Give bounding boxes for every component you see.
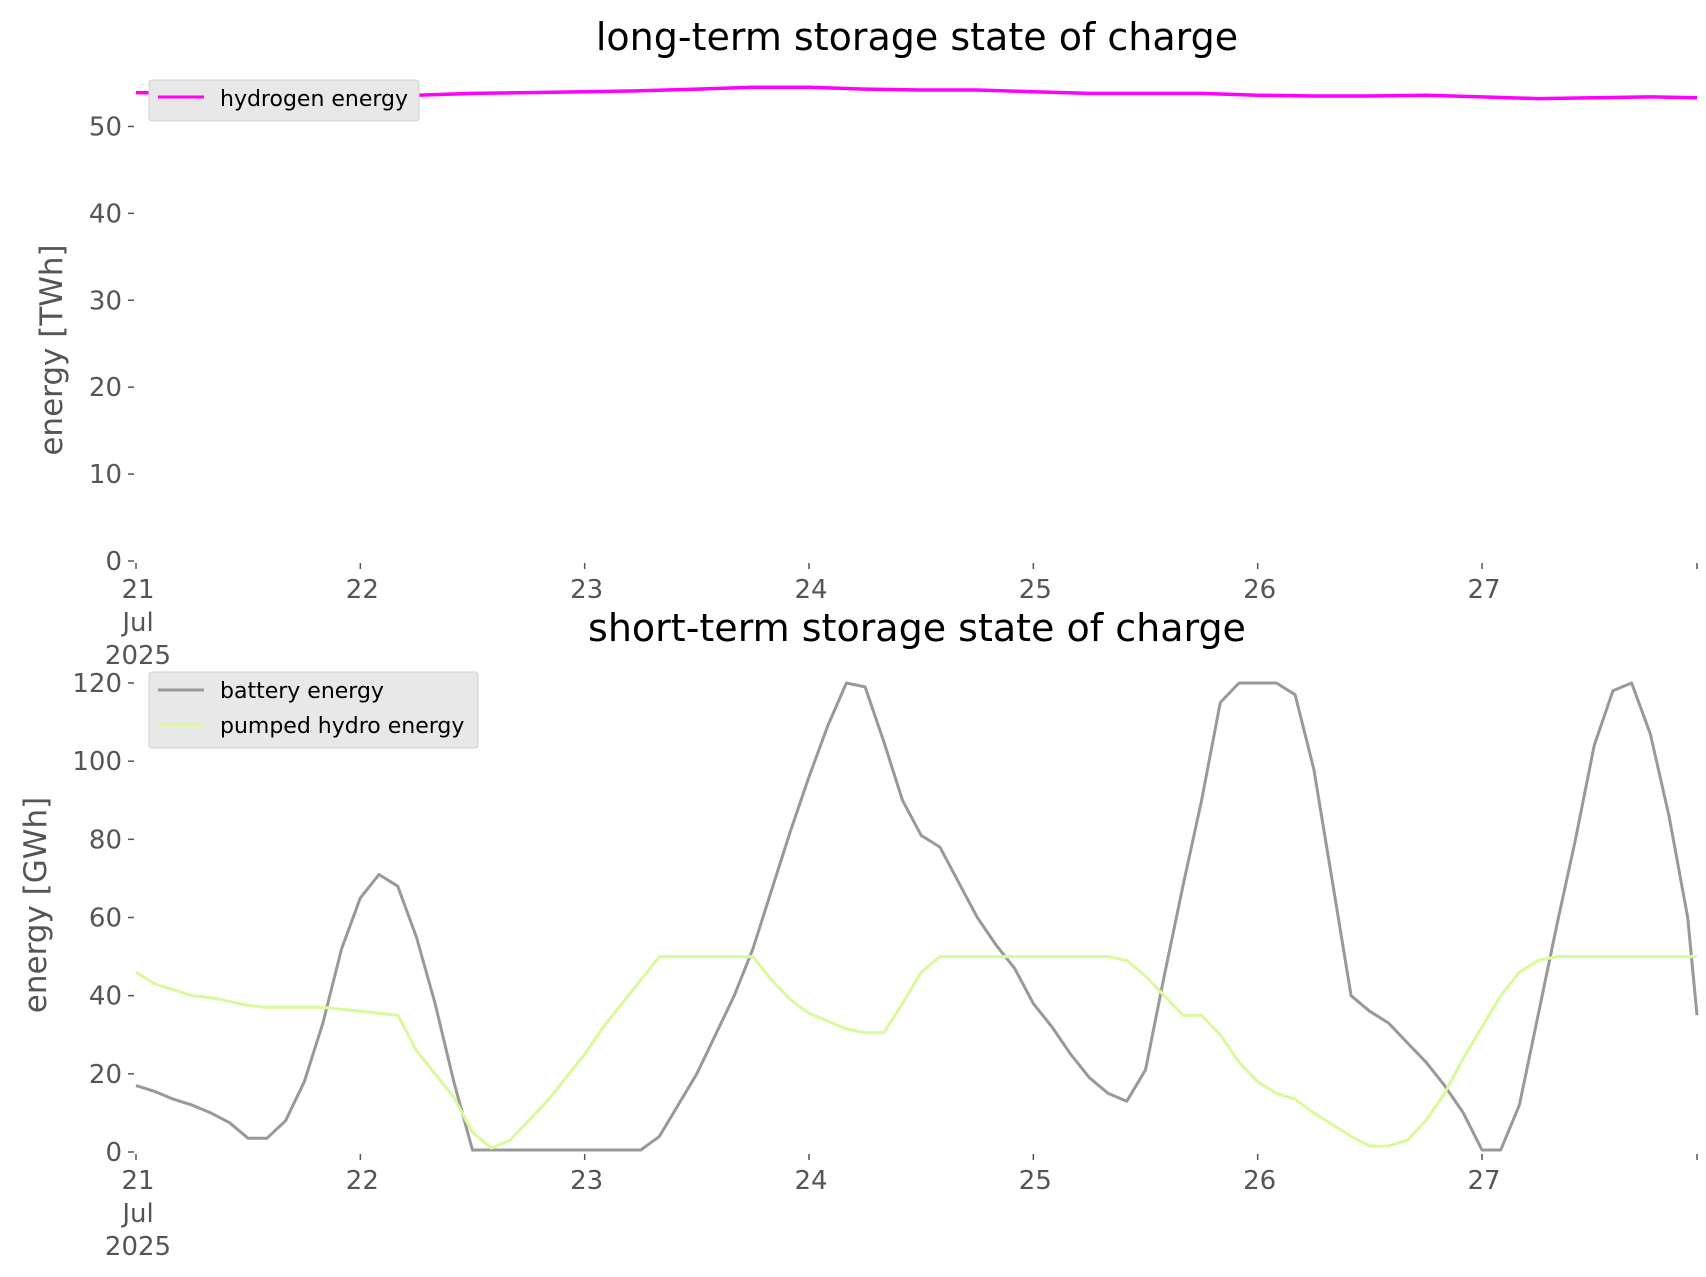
y-tick-label: 40 [89, 982, 122, 1012]
series-line-battery-energy [135, 681, 1699, 1152]
x-tick-label: Jul [120, 1199, 153, 1229]
x-tick-label: 24 [794, 575, 827, 605]
x-tick-label: 26 [1243, 1166, 1276, 1196]
legend: hydrogen energy [148, 79, 420, 122]
y-tick-label: 20 [89, 373, 122, 403]
x-tick-label: 23 [570, 1166, 603, 1196]
chart-title: short-term storage state of charge [588, 606, 1246, 650]
y-tick-label: 50 [89, 112, 122, 142]
x-tick-label: 26 [1243, 575, 1276, 605]
legend-label-pumped-hydro: pumped hydro energy [220, 714, 464, 739]
x-tick-label: Jul [120, 608, 153, 638]
x-tick-label: 21 [121, 1166, 154, 1196]
y-tick-label: 20 [89, 1060, 122, 1090]
y-tick-label: 40 [89, 199, 122, 229]
x-tick-label: 25 [1019, 575, 1052, 605]
x-tick-label: 22 [346, 575, 379, 605]
legend-box [148, 671, 479, 749]
series-lines [135, 681, 1699, 1152]
y-tick-label: 10 [89, 460, 122, 490]
y-axis-label: energy [TWh] [34, 244, 70, 455]
chart-title: long-term storage state of charge [596, 15, 1238, 59]
y-tick-label: 60 [89, 904, 122, 934]
x-tick-label: 23 [570, 575, 603, 605]
x-tick-label: 2025 [105, 641, 171, 671]
x-tick-label: 27 [1467, 1166, 1500, 1196]
y-axis-ticks: 0 20 40 60 80 100 120 [72, 669, 134, 1168]
x-tick-label: 22 [346, 1166, 379, 1196]
x-tick-label: 27 [1467, 575, 1500, 605]
y-tick-label: 0 [105, 1138, 122, 1168]
y-tick-label: 30 [89, 286, 122, 316]
series-line-pumped-hydro-energy [135, 955, 1697, 1150]
legend-box [148, 79, 420, 122]
x-tick-label: 24 [794, 1166, 827, 1196]
y-tick-label: 120 [72, 669, 122, 699]
x-tick-label: 2025 [105, 1232, 171, 1262]
x-tick-label: 21 [121, 575, 154, 605]
legend: battery energy pumped hydro energy [148, 671, 479, 749]
long-term-panel: long-term storage state of charge energy… [34, 15, 1698, 671]
y-axis-ticks: 0 10 20 30 40 50 [89, 112, 134, 577]
y-tick-label: 80 [89, 825, 122, 855]
x-tick-label: 25 [1019, 1166, 1052, 1196]
y-tick-label: 0 [105, 547, 122, 577]
short-term-panel: short-term storage state of charge energ… [18, 606, 1699, 1262]
legend-label-hydrogen: hydrogen energy [220, 87, 408, 112]
y-axis-label: energy [GWh] [18, 797, 54, 1013]
legend-label-battery: battery energy [220, 679, 384, 704]
y-tick-label: 100 [72, 747, 122, 777]
